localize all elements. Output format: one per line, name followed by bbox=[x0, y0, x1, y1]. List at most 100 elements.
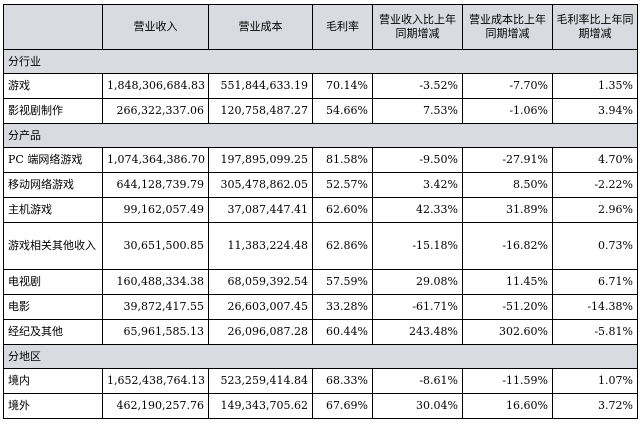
table-header-row: 营业收入 营业成本 毛利率 营业收入比上年同期增减 营业成本比上年同期增减 毛利… bbox=[3, 4, 638, 50]
revenue-change-cell: -61.71% bbox=[372, 294, 463, 320]
revenue-change-cell: 29.08% bbox=[372, 269, 463, 295]
table-row: 电影 39,872,417.55 26,603,007.45 33.28% -6… bbox=[3, 294, 638, 320]
revenue-cell: 1,848,306,684.83 bbox=[102, 73, 209, 99]
row-label: 电视剧 bbox=[3, 269, 103, 295]
revenue-cell: 65,961,585.13 bbox=[102, 319, 209, 345]
row-label: PC 端网络游戏 bbox=[3, 147, 103, 173]
header-cell: 毛利率比上年同期增减 bbox=[552, 4, 638, 50]
cost-cell: 26,603,007.45 bbox=[208, 294, 313, 320]
margin-change-cell: -14.38% bbox=[552, 294, 638, 320]
revenue-change-cell: 7.53% bbox=[372, 98, 463, 124]
margin-change-cell: 1.35% bbox=[552, 73, 638, 99]
section-title: 分产品 bbox=[3, 123, 638, 148]
cost-change-cell: -11.59% bbox=[462, 368, 553, 394]
cost-cell: 551,844,633.19 bbox=[208, 73, 313, 99]
row-label: 经纪及其他 bbox=[3, 319, 103, 345]
table-row: 电视剧 160,488,334.38 68,059,392.54 57.59% … bbox=[3, 269, 638, 295]
cost-cell: 37,087,447.41 bbox=[208, 197, 313, 223]
margin-change-cell: -2.22% bbox=[552, 172, 638, 198]
section-row: 分地区 bbox=[3, 344, 638, 369]
row-label: 电影 bbox=[3, 294, 103, 320]
revenue-cell: 99,162,057.49 bbox=[102, 197, 209, 223]
table-row: 境外 462,190,257.76 149,343,705.62 67.69% … bbox=[3, 393, 638, 419]
margin-cell: 81.58% bbox=[312, 147, 373, 173]
table-row: 游戏相关其他收入 30,651,500.85 11,383,224.48 62.… bbox=[3, 222, 638, 270]
cost-change-cell: -27.91% bbox=[462, 147, 553, 173]
header-cell: 营业收入比上年同期增减 bbox=[372, 4, 463, 50]
cost-change-cell: 8.50% bbox=[462, 172, 553, 198]
revenue-cell: 644,128,739.79 bbox=[102, 172, 209, 198]
cost-change-cell: -16.82% bbox=[462, 222, 553, 270]
row-label: 境内 bbox=[3, 368, 103, 394]
table-row: 主机游戏 99,162,057.49 37,087,447.41 62.60% … bbox=[3, 197, 638, 223]
table-row: PC 端网络游戏 1,074,364,386.70 197,895,099.25… bbox=[3, 147, 638, 173]
cost-change-cell: -51.20% bbox=[462, 294, 553, 320]
margin-change-cell: 0.73% bbox=[552, 222, 638, 270]
row-label: 境外 bbox=[3, 393, 103, 419]
financial-table: 营业收入 营业成本 毛利率 营业收入比上年同期增减 营业成本比上年同期增减 毛利… bbox=[3, 4, 638, 419]
row-label: 影视剧制作 bbox=[3, 98, 103, 124]
margin-cell: 70.14% bbox=[312, 73, 373, 99]
header-cell: 营业成本 bbox=[208, 4, 313, 50]
table-row: 影视剧制作 266,322,337.06 120,758,487.27 54.6… bbox=[3, 98, 638, 124]
table-row: 移动网络游戏 644,128,739.79 305,478,862.05 52.… bbox=[3, 172, 638, 198]
revenue-cell: 30,651,500.85 bbox=[102, 222, 209, 270]
section-title: 分地区 bbox=[3, 344, 638, 369]
margin-change-cell: 6.71% bbox=[552, 269, 638, 295]
row-label: 游戏相关其他收入 bbox=[3, 222, 103, 270]
row-label: 移动网络游戏 bbox=[3, 172, 103, 198]
margin-change-cell: 4.70% bbox=[552, 147, 638, 173]
header-cell: 营业成本比上年同期增减 bbox=[462, 4, 553, 50]
revenue-change-cell: -3.52% bbox=[372, 73, 463, 99]
margin-cell: 52.57% bbox=[312, 172, 373, 198]
margin-change-cell: 3.72% bbox=[552, 393, 638, 419]
cost-change-cell: 302.60% bbox=[462, 319, 553, 345]
margin-cell: 57.59% bbox=[312, 269, 373, 295]
revenue-change-cell: 30.04% bbox=[372, 393, 463, 419]
cost-change-cell: 16.60% bbox=[462, 393, 553, 419]
revenue-cell: 1,074,364,386.70 bbox=[102, 147, 209, 173]
header-cell: 营业收入 bbox=[102, 4, 209, 50]
cost-cell: 120,758,487.27 bbox=[208, 98, 313, 124]
margin-cell: 60.44% bbox=[312, 319, 373, 345]
cost-cell: 523,259,414.84 bbox=[208, 368, 313, 394]
cost-cell: 197,895,099.25 bbox=[208, 147, 313, 173]
margin-cell: 33.28% bbox=[312, 294, 373, 320]
section-row: 分产品 bbox=[3, 123, 638, 148]
cost-cell: 68,059,392.54 bbox=[208, 269, 313, 295]
margin-change-cell: 1.07% bbox=[552, 368, 638, 394]
revenue-change-cell: 3.42% bbox=[372, 172, 463, 198]
margin-change-cell: 3.94% bbox=[552, 98, 638, 124]
row-label: 游戏 bbox=[3, 73, 103, 99]
cost-change-cell: -1.06% bbox=[462, 98, 553, 124]
revenue-cell: 462,190,257.76 bbox=[102, 393, 209, 419]
margin-change-cell: 2.96% bbox=[552, 197, 638, 223]
margin-cell: 67.69% bbox=[312, 393, 373, 419]
table-row: 经纪及其他 65,961,585.13 26,096,087.28 60.44%… bbox=[3, 319, 638, 345]
revenue-change-cell: -15.18% bbox=[372, 222, 463, 270]
cost-cell: 11,383,224.48 bbox=[208, 222, 313, 270]
cost-change-cell: -7.70% bbox=[462, 73, 553, 99]
table-row: 游戏 1,848,306,684.83 551,844,633.19 70.14… bbox=[3, 73, 638, 99]
section-title: 分行业 bbox=[3, 49, 638, 74]
cost-cell: 305,478,862.05 bbox=[208, 172, 313, 198]
revenue-cell: 1,652,438,764.13 bbox=[102, 368, 209, 394]
cost-cell: 26,096,087.28 bbox=[208, 319, 313, 345]
margin-cell: 68.33% bbox=[312, 368, 373, 394]
revenue-change-cell: -9.50% bbox=[372, 147, 463, 173]
cost-change-cell: 11.45% bbox=[462, 269, 553, 295]
margin-cell: 54.66% bbox=[312, 98, 373, 124]
revenue-cell: 160,488,334.38 bbox=[102, 269, 209, 295]
margin-change-cell: -5.81% bbox=[552, 319, 638, 345]
section-row: 分行业 bbox=[3, 49, 638, 74]
table-row: 境内 1,652,438,764.13 523,259,414.84 68.33… bbox=[3, 368, 638, 394]
cost-change-cell: 31.89% bbox=[462, 197, 553, 223]
revenue-change-cell: 243.48% bbox=[372, 319, 463, 345]
margin-cell: 62.60% bbox=[312, 197, 373, 223]
margin-cell: 62.86% bbox=[312, 222, 373, 270]
revenue-cell: 266,322,337.06 bbox=[102, 98, 209, 124]
header-cell bbox=[3, 4, 103, 50]
revenue-cell: 39,872,417.55 bbox=[102, 294, 209, 320]
row-label: 主机游戏 bbox=[3, 197, 103, 223]
cost-cell: 149,343,705.62 bbox=[208, 393, 313, 419]
